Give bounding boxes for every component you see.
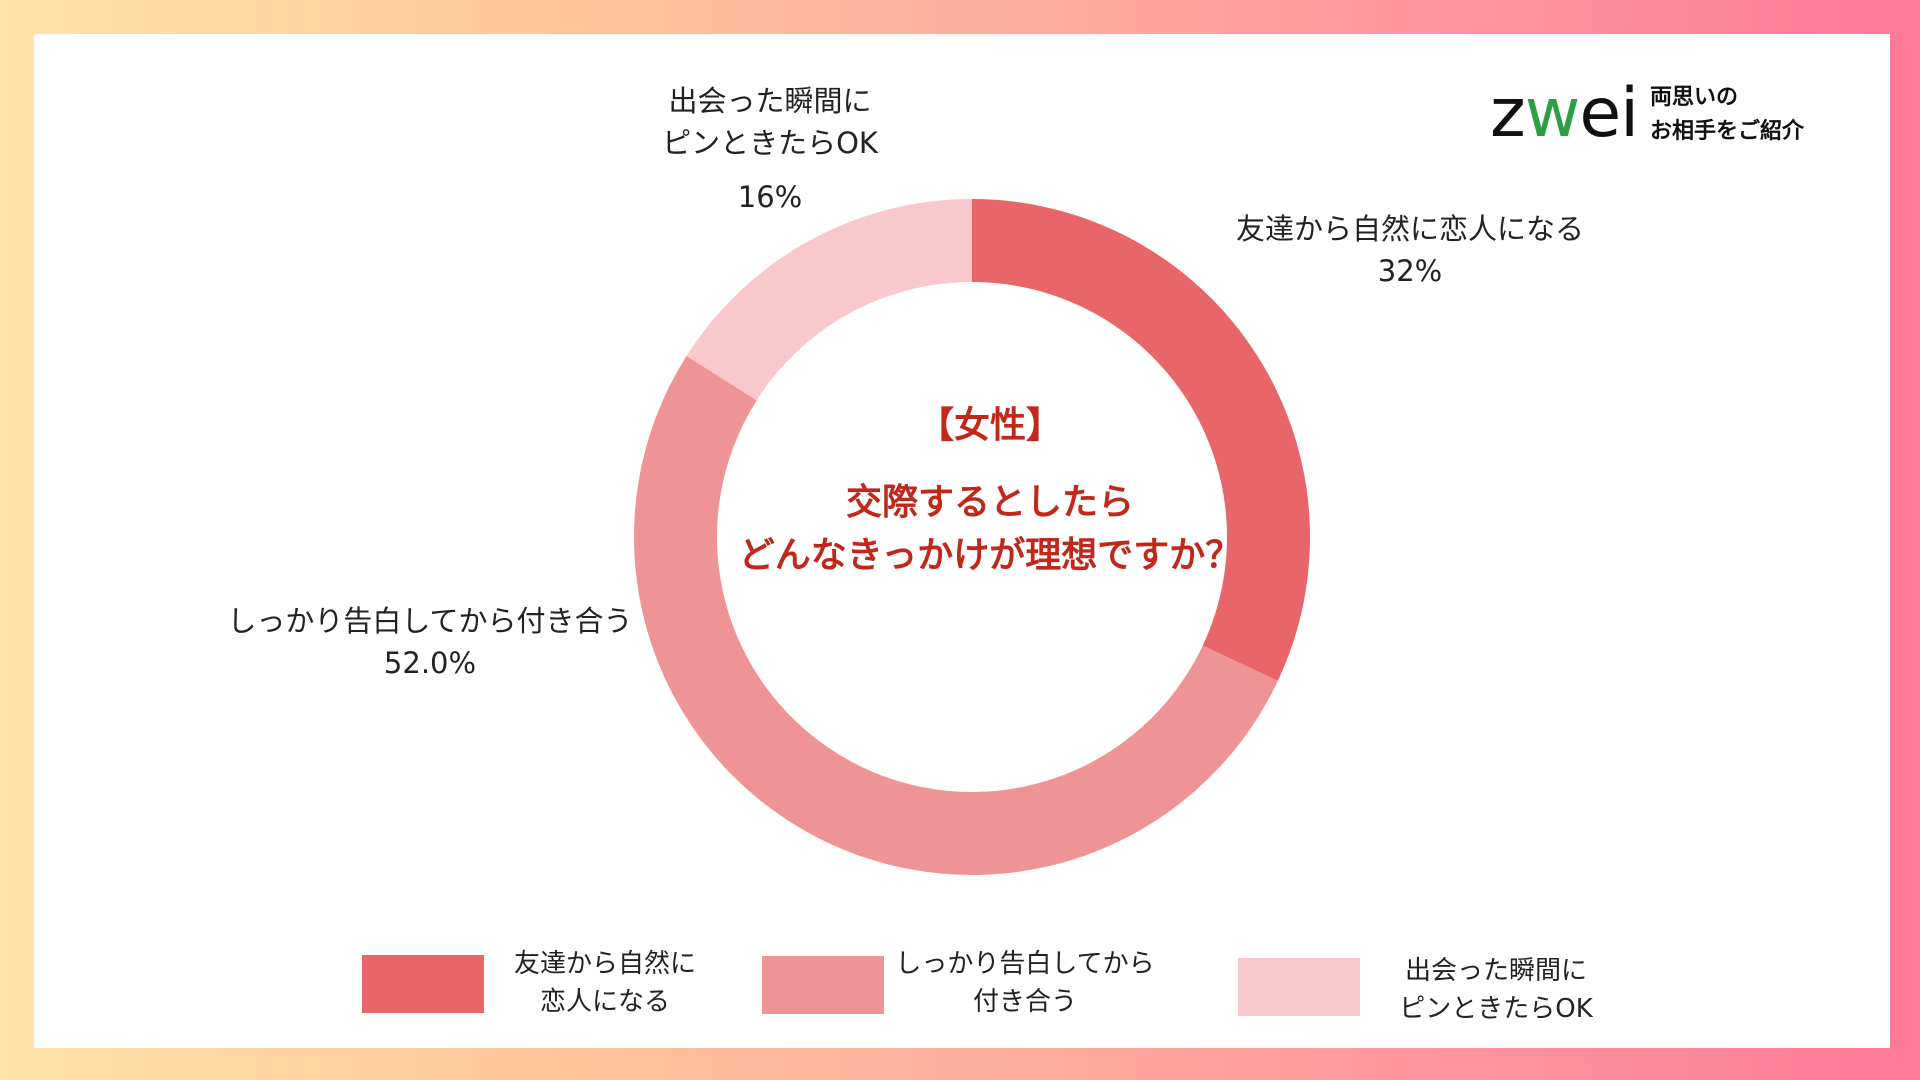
slice-label-firstsight: 出会った瞬間に ピンときたらOK 16% [620,80,920,218]
slice-label-friends-name: 友達から自然に恋人になる [1235,212,1584,246]
legend-label-friends: 友達から自然に 恋人になる [490,945,720,1021]
legend-label-confess-line1: しっかり告白してから [895,949,1155,979]
logo-tagline: 両思いの お相手をご紹介 [1650,80,1880,148]
slice-label-firstsight-value: 16% [737,180,803,214]
legend-label-firstsight: 出会った瞬間に ピンときたらOK [1366,952,1626,1028]
logo-tagline-line1: 両思いの [1650,84,1739,110]
legend-label-firstsight-line2: ピンときたらOK [1399,994,1593,1024]
legend-swatch-friends [362,955,484,1013]
slice-label-confess-value: 52.0% [383,646,477,680]
legend-swatch-firstsight [1238,958,1360,1016]
legend-label-confess: しっかり告白してから 付き合う [890,945,1160,1021]
slice-label-confess: しっかり告白してから付き合う 52.0% [190,600,670,684]
center-question-line1: 交際するとしたら [845,482,1134,523]
logo-tagline-line2: お相手をご紹介 [1650,118,1805,144]
donut-slice-confess [633,355,1278,876]
legend-label-friends-line2: 恋人になる [539,987,670,1017]
legend-label-friends-line1: 友達から自然に [513,949,696,979]
slice-label-firstsight-name1: 出会った瞬間に [668,84,872,118]
center-question-line2: どんなきっかけが理想ですか？ [738,535,1242,576]
heart-logo-icon: w [1524,74,1581,153]
legend-label-confess-line2: 付き合う [972,987,1077,1017]
logo-wordmark: zwei [1490,74,1639,153]
slice-label-friends: 友達から自然に恋人になる 32% [1180,208,1640,292]
donut-slice-friends [972,199,1310,681]
center-tag: 【女性】 [917,405,1062,446]
slice-label-firstsight-name2: ピンときたらOK [662,126,878,160]
slice-label-confess-name: しっかり告白してから付き合う [227,604,633,638]
legend-swatch-confess [762,956,884,1014]
donut-slice-firstsight [686,199,972,401]
legend-label-firstsight-line1: 出会った瞬間に [1404,956,1587,986]
slice-label-friends-value: 32% [1377,254,1443,288]
